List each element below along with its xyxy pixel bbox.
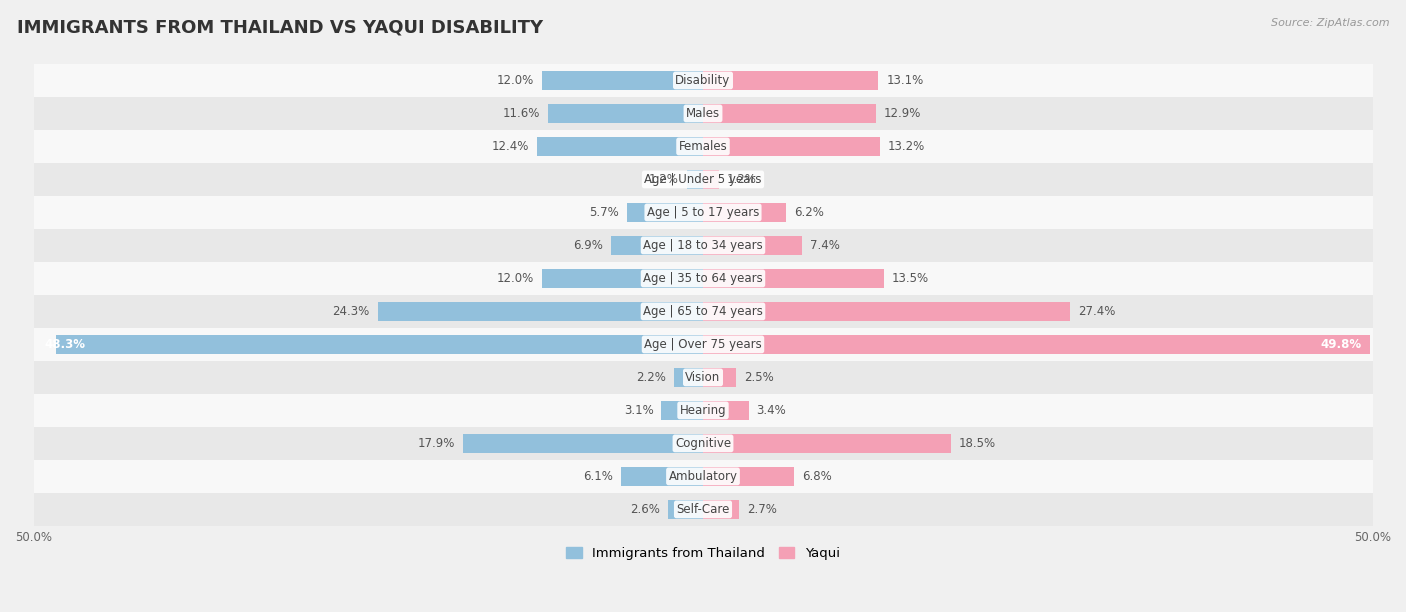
- Text: IMMIGRANTS FROM THAILAND VS YAQUI DISABILITY: IMMIGRANTS FROM THAILAND VS YAQUI DISABI…: [17, 18, 543, 36]
- Text: 1.2%: 1.2%: [727, 173, 756, 186]
- Bar: [703, 335, 1369, 354]
- Text: Cognitive: Cognitive: [675, 437, 731, 450]
- Text: 12.0%: 12.0%: [498, 74, 534, 87]
- Text: Age | 5 to 17 years: Age | 5 to 17 years: [647, 206, 759, 219]
- Bar: [627, 203, 703, 222]
- Text: 27.4%: 27.4%: [1078, 305, 1115, 318]
- Bar: [34, 97, 1372, 130]
- Bar: [703, 434, 950, 453]
- Text: 6.1%: 6.1%: [583, 470, 613, 483]
- Text: 6.2%: 6.2%: [794, 206, 824, 219]
- Bar: [34, 394, 1372, 427]
- Text: Source: ZipAtlas.com: Source: ZipAtlas.com: [1271, 18, 1389, 28]
- Text: 5.7%: 5.7%: [589, 206, 619, 219]
- Bar: [548, 104, 703, 123]
- Bar: [34, 295, 1372, 328]
- Text: 12.9%: 12.9%: [884, 107, 921, 120]
- Text: Age | Over 75 years: Age | Over 75 years: [644, 338, 762, 351]
- Bar: [543, 269, 703, 288]
- Bar: [34, 196, 1372, 229]
- Bar: [673, 368, 703, 387]
- Legend: Immigrants from Thailand, Yaqui: Immigrants from Thailand, Yaqui: [561, 542, 845, 565]
- Text: 48.3%: 48.3%: [44, 338, 86, 351]
- Bar: [34, 493, 1372, 526]
- Text: Females: Females: [679, 140, 727, 153]
- Text: 2.5%: 2.5%: [745, 371, 775, 384]
- Text: 13.5%: 13.5%: [891, 272, 929, 285]
- Text: 6.8%: 6.8%: [801, 470, 832, 483]
- Text: Hearing: Hearing: [679, 404, 727, 417]
- Text: Age | 18 to 34 years: Age | 18 to 34 years: [643, 239, 763, 252]
- Bar: [378, 302, 703, 321]
- Bar: [703, 170, 718, 189]
- Bar: [34, 262, 1372, 295]
- Bar: [34, 328, 1372, 361]
- Text: 17.9%: 17.9%: [418, 437, 456, 450]
- Bar: [56, 335, 703, 354]
- Text: 3.4%: 3.4%: [756, 404, 786, 417]
- Bar: [464, 434, 703, 453]
- Bar: [703, 269, 884, 288]
- Bar: [34, 229, 1372, 262]
- Text: 24.3%: 24.3%: [332, 305, 370, 318]
- Text: 18.5%: 18.5%: [959, 437, 995, 450]
- Bar: [610, 236, 703, 255]
- Bar: [703, 500, 740, 519]
- Bar: [703, 302, 1070, 321]
- Bar: [34, 361, 1372, 394]
- Text: 3.1%: 3.1%: [624, 404, 654, 417]
- Text: Age | Under 5 years: Age | Under 5 years: [644, 173, 762, 186]
- Bar: [703, 467, 794, 486]
- Bar: [668, 500, 703, 519]
- Text: Disability: Disability: [675, 74, 731, 87]
- Bar: [621, 467, 703, 486]
- Text: 2.6%: 2.6%: [630, 503, 661, 516]
- Text: 7.4%: 7.4%: [810, 239, 839, 252]
- Text: Self-Care: Self-Care: [676, 503, 730, 516]
- Bar: [703, 71, 879, 90]
- Text: 49.8%: 49.8%: [1320, 338, 1362, 351]
- Bar: [703, 401, 748, 420]
- Text: Age | 65 to 74 years: Age | 65 to 74 years: [643, 305, 763, 318]
- Bar: [34, 460, 1372, 493]
- Bar: [703, 203, 786, 222]
- Bar: [34, 163, 1372, 196]
- Text: 13.1%: 13.1%: [886, 74, 924, 87]
- Bar: [34, 427, 1372, 460]
- Bar: [34, 130, 1372, 163]
- Text: 12.4%: 12.4%: [492, 140, 529, 153]
- Text: Ambulatory: Ambulatory: [668, 470, 738, 483]
- Text: Vision: Vision: [685, 371, 721, 384]
- Bar: [703, 236, 801, 255]
- Text: 2.7%: 2.7%: [747, 503, 778, 516]
- Bar: [34, 64, 1372, 97]
- Text: 6.9%: 6.9%: [572, 239, 603, 252]
- Text: 2.2%: 2.2%: [636, 371, 665, 384]
- Bar: [543, 71, 703, 90]
- Bar: [703, 368, 737, 387]
- Bar: [537, 137, 703, 156]
- Text: 1.2%: 1.2%: [650, 173, 679, 186]
- Text: 11.6%: 11.6%: [502, 107, 540, 120]
- Bar: [661, 401, 703, 420]
- Bar: [703, 104, 876, 123]
- Bar: [703, 137, 880, 156]
- Text: 12.0%: 12.0%: [498, 272, 534, 285]
- Text: Males: Males: [686, 107, 720, 120]
- Bar: [688, 170, 703, 189]
- Text: 13.2%: 13.2%: [887, 140, 925, 153]
- Text: Age | 35 to 64 years: Age | 35 to 64 years: [643, 272, 763, 285]
